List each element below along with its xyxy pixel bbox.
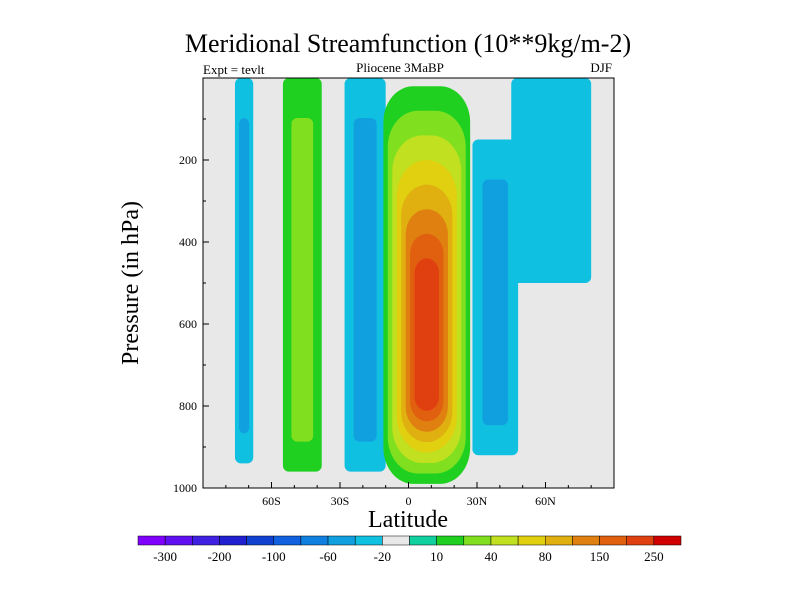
y-tick-label: 400 [179, 235, 197, 249]
colorbar-label: 80 [539, 549, 552, 564]
y-tick-label: 1000 [173, 481, 197, 495]
polar-north-level--10 [511, 78, 592, 283]
colorbar-swatch [572, 535, 600, 546]
chart-title: Meridional Streamfunction (10**9kg/m-2) [185, 29, 631, 58]
y-tick-label: 200 [179, 153, 197, 167]
colorbar-swatch [517, 535, 546, 546]
colorbar-swatch [354, 535, 383, 546]
cell-30S-level--20 [353, 118, 377, 442]
colorbar-swatch [382, 535, 410, 546]
colorbar-label: -200 [208, 549, 232, 564]
colorbar-label: 150 [590, 549, 610, 564]
colorbar-label: -100 [262, 549, 286, 564]
y-axis-label: Pressure (in hPa) [118, 201, 144, 365]
colorbar-swatch [436, 535, 465, 546]
colorbar-label: 10 [430, 549, 443, 564]
x-tick-label: 30N [467, 494, 488, 508]
colorbar-swatch [463, 535, 492, 546]
colorbar-swatch [300, 535, 329, 546]
y-tick-label: 800 [179, 399, 197, 413]
hadley-cell-level-250 [414, 258, 440, 411]
subtitle-season: DJF [590, 60, 612, 75]
cell-40N-level--20 [482, 179, 509, 426]
x-tick-label: 60N [535, 494, 556, 508]
colorbar-swatch [246, 535, 275, 546]
subtitle-period: Pliocene 3MaBP [356, 60, 444, 75]
x-tick-label: 30S [331, 494, 350, 508]
colorbar-swatch [164, 535, 193, 546]
colorbar-swatch [409, 535, 437, 546]
colorbar-swatch [273, 535, 302, 546]
colorbar-swatch [653, 535, 682, 546]
colorbar-swatch [137, 535, 166, 546]
colorbar-swatch [626, 535, 655, 546]
colorbar-label: -20 [374, 549, 391, 564]
y-tick-label: 600 [179, 317, 197, 331]
colorbar-label: -300 [153, 549, 177, 564]
cell-45S-level-40 [291, 118, 314, 442]
x-axis-label: Latitude [368, 507, 448, 533]
colorbar-label: 40 [484, 549, 497, 564]
colorbar-label: 250 [644, 549, 664, 564]
x-tick-label: 60S [262, 494, 281, 508]
cell-60S-level--20 [238, 118, 250, 434]
colorbar-label: -60 [319, 549, 336, 564]
colorbar-swatch [490, 535, 519, 546]
subtitle-experiment: Expt = tevlt [203, 62, 265, 77]
colorbar-swatch [599, 535, 627, 546]
colorbar-swatch [219, 535, 247, 546]
colorbar-swatch [327, 535, 356, 546]
x-tick-label: 0 [406, 494, 412, 508]
colorbar-swatch [192, 535, 220, 546]
colorbar-swatch [545, 535, 573, 546]
